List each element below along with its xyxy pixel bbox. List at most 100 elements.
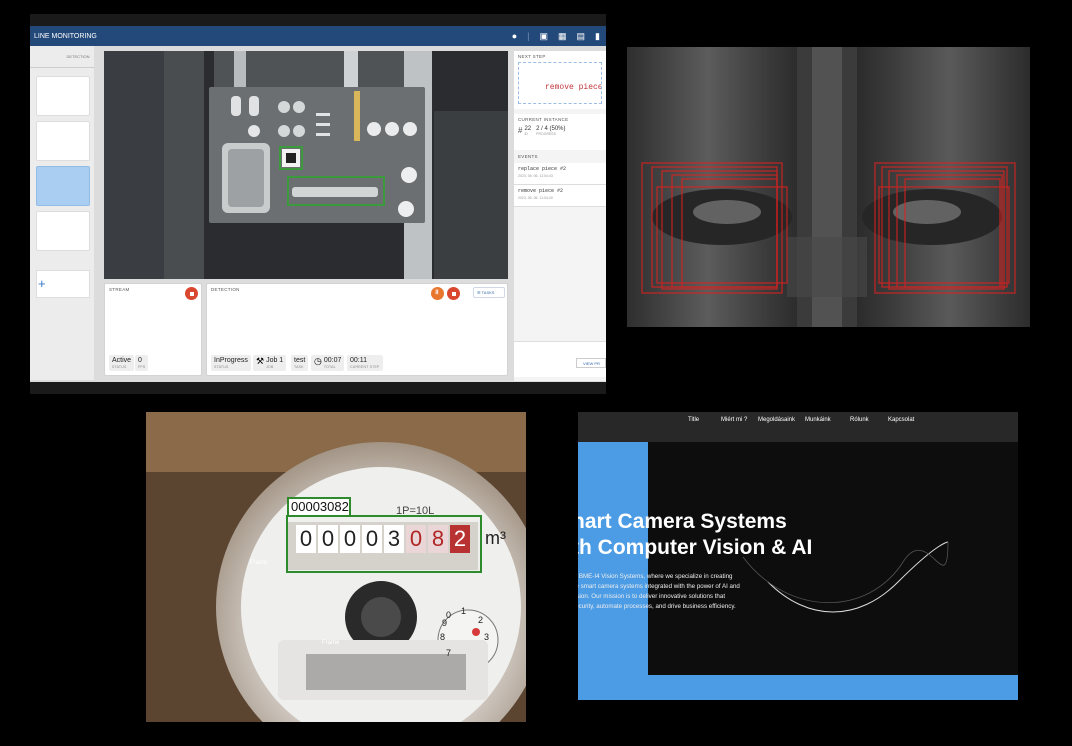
stop-icon <box>189 291 194 296</box>
list-item-selected[interactable] <box>36 166 90 206</box>
factory-icon[interactable]: ▣ <box>539 31 549 41</box>
app-body: DETECTION + <box>30 46 606 382</box>
line-monitoring-screenshot: LINE MONITORING ● | ▣ ▦ ▤ ▮ DETECTION + <box>30 14 606 394</box>
event-item[interactable]: remove piece #2 2023. 06. 06. 11:04:40 <box>514 185 606 207</box>
website-screenshot: Title Miért mi ? Megoldásaink Munkáink R… <box>578 412 1018 700</box>
next-step-card: NEXT STEP remove piece <box>514 51 606 109</box>
detection-status: InProgress STATUS <box>211 355 251 371</box>
detection-job: ⚒ Job 1 JOB <box>253 355 287 371</box>
hash-icon: # <box>518 126 523 135</box>
account-icon[interactable]: ● <box>511 31 518 41</box>
intro-line: to BME-I4 Vision Systems, where we speci… <box>578 573 733 580</box>
events-title: EVENTS <box>518 154 538 159</box>
inspection-photo <box>627 47 1030 327</box>
meter-digit-red: 2 <box>450 525 470 553</box>
instance-id-label: ID <box>524 132 528 136</box>
detection-card: DETECTION ॥ ☰ TASKS InProgress STATUS ⚒ Jo… <box>206 283 508 376</box>
dial-number: 3 <box>484 632 490 642</box>
detection-task-label: TASK <box>294 365 304 369</box>
pause-button[interactable]: ॥ <box>431 287 444 300</box>
intro-line: security, automate processes, and drive … <box>578 603 736 610</box>
view-button[interactable]: VIEW PR <box>576 358 606 368</box>
event-time: 2023. 06. 06. 11:04:43 <box>518 174 553 178</box>
nav-title[interactable]: Title <box>688 417 700 423</box>
meter-digit: 0 <box>296 525 316 553</box>
hero-intro: to BME-I4 Vision Systems, where we speci… <box>578 572 772 612</box>
hero-headline-line2: th Computer Vision & AI <box>578 536 813 559</box>
nav-why-us[interactable]: Miért mi ? <box>721 417 748 423</box>
app-header: LINE MONITORING ● | ▣ ▦ ▤ ▮ <box>30 26 606 46</box>
list-item[interactable] <box>36 211 90 251</box>
detection-title: DETECTION <box>211 287 240 292</box>
camera-view <box>104 51 508 279</box>
workbench-image <box>104 51 508 279</box>
event-item[interactable]: replace piece #2 2023. 06. 06. 11:04:43 <box>514 163 606 185</box>
tab-detection[interactable]: DETECTION <box>66 54 90 59</box>
water-meter-image: 00003082 1P=10L 0 0 0 0 3 0 8 2 m³ Frame… <box>146 412 526 722</box>
hero-panel <box>648 442 1018 675</box>
detection-status-label: STATUS <box>214 365 229 369</box>
detection-job-value: Job 1 <box>266 357 284 364</box>
dial-number: 9 <box>442 618 448 628</box>
more-icon[interactable]: ▮ <box>595 31 600 41</box>
tools-icon: ⚒ <box>256 356 265 366</box>
nav-about[interactable]: Rólunk <box>850 417 869 423</box>
next-step-instruction: remove piece <box>518 62 602 104</box>
weld-inspection-image <box>627 47 1030 327</box>
right-pane: NEXT STEP remove piece CURRENT INSTANCE … <box>514 51 606 381</box>
instance-id: 22 <box>524 126 532 132</box>
nav-contact[interactable]: Kapcsolat <box>888 417 915 423</box>
detection-task-value: test <box>294 357 306 364</box>
accent-stripe-bottom <box>578 675 1018 700</box>
pause-icon: ॥ <box>434 289 439 296</box>
nav-works[interactable]: Munkáink <box>805 417 831 423</box>
stream-status-value: Active <box>112 357 132 364</box>
sidebar-tabs: DETECTION <box>30 46 94 68</box>
detection-total: ◷ 00:07 TOTAL <box>311 355 345 371</box>
meter-unit: m³ <box>485 528 506 548</box>
instance-progress-label: PROGRESS <box>536 132 556 136</box>
detection-total-label: TOTAL <box>323 365 336 369</box>
tasks-button[interactable]: ☰ TASKS <box>473 287 505 298</box>
instance-progress: 2 / 4 (50%) <box>536 126 566 132</box>
dashboard-icon[interactable]: ▦ <box>558 31 567 41</box>
list-item[interactable] <box>36 121 90 161</box>
accent-stripe-left <box>578 442 648 675</box>
intro-line: vision. Our mission is to deliver innova… <box>578 593 726 600</box>
meter-digit: 3 <box>384 525 404 553</box>
app-title: LINE MONITORING <box>34 32 97 40</box>
stream-fps-value: 0 <box>138 357 142 364</box>
clock-icon: ◷ <box>314 356 322 366</box>
dial-number: 2 <box>478 615 484 625</box>
hero-wave-decoration <box>742 541 949 613</box>
stop-stream-button[interactable] <box>185 287 198 300</box>
detection-step-value: 00:11 <box>350 357 367 364</box>
list-item[interactable] <box>36 76 90 116</box>
stream-fps: 0 FPS <box>135 355 149 371</box>
intro-line: ge smart camera systems integrated with … <box>578 583 740 590</box>
add-item-button[interactable]: + <box>36 270 90 298</box>
event-time: 2023. 06. 06. 11:04:40 <box>518 196 553 200</box>
meter-digit: 0 <box>362 525 382 553</box>
stream-card: STREAM Active STATUS 0 FPS <box>104 283 202 376</box>
meter-digit: 0 <box>318 525 338 553</box>
meter-digits: 0 0 0 0 3 0 8 2 <box>296 525 470 553</box>
stream-status: Active STATUS <box>109 355 135 371</box>
meter-digit: 0 <box>340 525 360 553</box>
dial-number: 8 <box>440 632 446 642</box>
meter-digit-red: 8 <box>428 525 448 553</box>
stream-title: STREAM <box>109 287 130 292</box>
ocr-reading-box: 00003082 <box>287 497 351 517</box>
detection-step-label: CURRENT STEP <box>350 365 380 369</box>
digit-roi-box <box>286 515 482 573</box>
detection-total-value: 00:07 <box>323 357 342 364</box>
list-icon: ☰ <box>477 290 482 295</box>
calendar-icon[interactable]: ▤ <box>576 31 586 41</box>
frame-label: Frame <box>250 560 268 566</box>
nav-solutions[interactable]: Megoldásaink <box>758 417 796 423</box>
hero-headline-line1: nart Camera Systems <box>578 510 787 533</box>
dial-number: 7 <box>446 648 452 658</box>
current-instance-card: CURRENT INSTANCE # 22 ID 2 / 4 (50%) PROGR… <box>514 114 606 150</box>
stop-icon <box>451 291 456 296</box>
stop-detection-button[interactable] <box>447 287 460 300</box>
